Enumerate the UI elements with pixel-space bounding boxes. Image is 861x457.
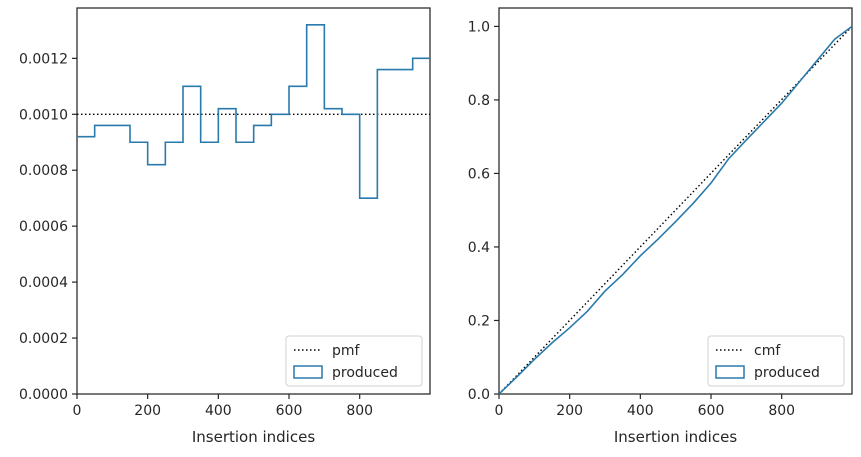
x-axis-label: Insertion indices xyxy=(614,428,737,446)
y-tick-label: 0.0008 xyxy=(19,163,68,179)
axes-frame xyxy=(498,7,853,395)
legend-label-pmf: pmf xyxy=(332,343,361,359)
y-tick-label: 0.4 xyxy=(468,240,490,256)
chart-panel-1: 0 200 400 600 800 0.0000 0.0002 0.0004 0.0006 0.0… xyxy=(19,7,431,446)
x-tick-label: 600 xyxy=(276,403,303,419)
x-tick-label: 600 xyxy=(698,403,725,419)
legend: cmf produced xyxy=(707,335,845,387)
x-tick-label: 0 xyxy=(73,403,82,419)
y-tick-label: 0.6 xyxy=(468,166,490,182)
axes-frame xyxy=(76,7,431,395)
chart-panel-2: 0 200 400 600 800 0.0 0.2 0.4 0.6 0.8 1.0 Insertion… xyxy=(468,7,853,446)
legend-label-cmf: cmf xyxy=(754,343,781,359)
x-tick-label: 400 xyxy=(627,403,654,419)
x-tick-label: 0 xyxy=(495,403,504,419)
series-produced xyxy=(77,23,430,200)
y-tick-label: 0.2 xyxy=(468,313,490,329)
legend-label-produced: produced xyxy=(754,365,820,381)
x-tick-label: 800 xyxy=(768,403,795,419)
legend-swatch-produced xyxy=(293,365,323,379)
y-tick-label: 0.0006 xyxy=(19,219,68,235)
y-tick-label: 1.0 xyxy=(468,19,490,35)
x-axis-label: Insertion indices xyxy=(192,428,315,446)
y-tick-label: 0.0010 xyxy=(19,107,68,123)
legend: pmf produced xyxy=(285,335,423,387)
legend-box xyxy=(285,335,423,387)
series-cmf xyxy=(498,25,853,395)
legend-swatch-produced xyxy=(715,365,745,379)
legend-label-produced: produced xyxy=(332,365,398,381)
y-tick-label: 0.0004 xyxy=(19,275,68,291)
y-tick-label: 0.0000 xyxy=(19,387,68,403)
y-tick-label: 0.0012 xyxy=(19,51,68,67)
x-tick-label: 800 xyxy=(346,403,373,419)
legend-box xyxy=(707,335,845,387)
x-tick-label: 200 xyxy=(556,403,583,419)
series-produced xyxy=(498,25,853,395)
x-tick-label: 400 xyxy=(205,403,232,419)
y-tick-label: 0.8 xyxy=(468,93,490,109)
y-tick-label: 0.0002 xyxy=(19,331,68,347)
x-tick-label: 200 xyxy=(134,403,161,419)
y-tick-label: 0.0 xyxy=(468,387,490,403)
